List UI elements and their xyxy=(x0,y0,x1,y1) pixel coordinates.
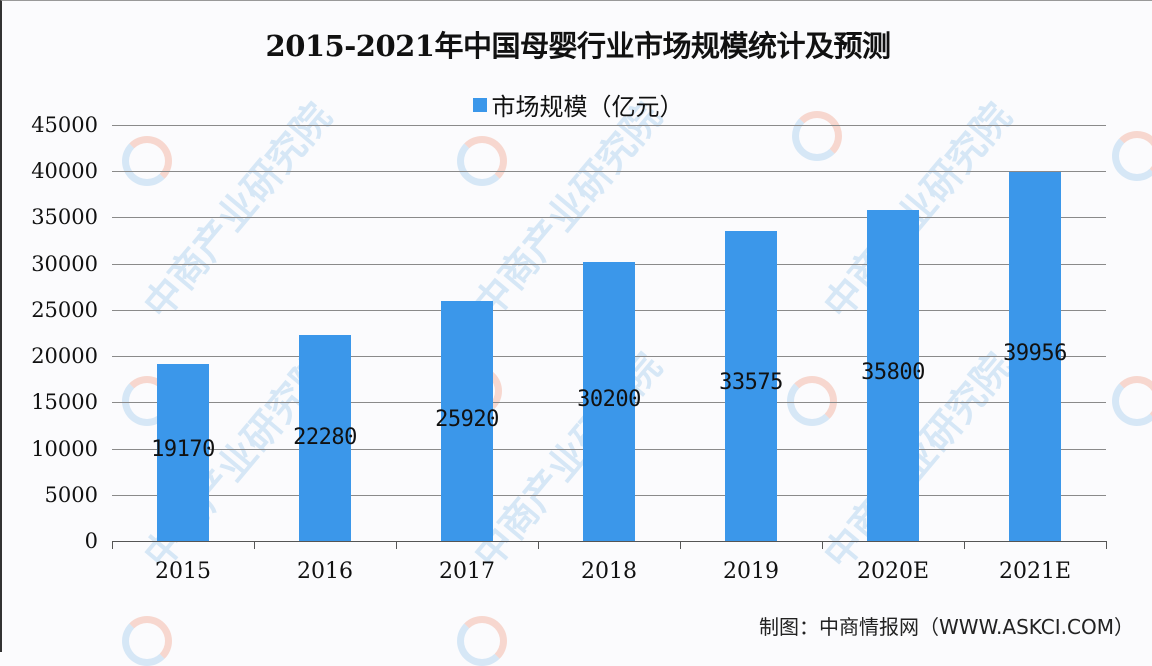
bar-2020E[interactable] xyxy=(867,210,919,541)
x-tick-mark xyxy=(964,541,965,549)
y-tick-label: 25000 xyxy=(31,297,98,322)
gridline xyxy=(112,171,1106,173)
bar-value-label: 39956 xyxy=(1003,341,1067,366)
x-axis-line xyxy=(112,541,1106,542)
watermark-logo-icon xyxy=(457,616,507,666)
bar-value-label: 19170 xyxy=(151,437,215,462)
y-tick-label: 15000 xyxy=(31,390,98,415)
x-tick-label: 2021E xyxy=(998,559,1072,584)
y-tick-label: 30000 xyxy=(31,251,98,276)
legend-label: 市场规模（亿元） xyxy=(491,93,684,121)
bar-2017[interactable] xyxy=(441,301,493,541)
watermark-logo-icon xyxy=(122,616,172,666)
x-tick-label: 2016 xyxy=(297,559,353,584)
y-tick-label: 20000 xyxy=(31,344,98,369)
y-tick-label: 40000 xyxy=(31,159,98,184)
x-tick-label: 2019 xyxy=(723,559,779,584)
x-tick-mark xyxy=(396,541,397,549)
y-tick-label: 45000 xyxy=(31,113,98,137)
legend-swatch-icon xyxy=(472,97,487,112)
x-tick-mark xyxy=(254,541,255,549)
x-tick-mark xyxy=(1106,541,1107,549)
y-tick-label: 0 xyxy=(84,529,98,553)
bar-2019[interactable] xyxy=(725,230,777,541)
x-tick-label: 2020E xyxy=(856,559,930,584)
bar-value-label: 25920 xyxy=(435,407,499,432)
x-tick-mark xyxy=(822,541,823,549)
x-tick-mark xyxy=(538,541,539,549)
gridline xyxy=(112,125,1106,126)
chart-title: 2015-2021年中国母婴行业市场规模统计及预测 xyxy=(265,29,891,63)
x-tick-label: 2017 xyxy=(439,559,495,584)
x-tick-mark xyxy=(680,541,681,549)
y-tick-label: 35000 xyxy=(31,205,98,230)
x-tick-label: 2018 xyxy=(581,559,637,584)
legend: 市场规模（亿元） xyxy=(2,87,1152,122)
plot-area: 0 5000 10000 15000 20000 25000 30000 35000 40000… xyxy=(31,113,1107,584)
x-tick-label: 2015 xyxy=(155,559,211,584)
gridline xyxy=(112,217,1106,219)
bar-2018[interactable] xyxy=(583,261,635,541)
y-tick-label: 10000 xyxy=(31,436,98,461)
watermark-logo-icon xyxy=(1112,376,1152,426)
x-tick-mark xyxy=(112,541,113,549)
bar-value-label: 22280 xyxy=(293,425,357,450)
bar-2016[interactable] xyxy=(299,335,351,541)
source-credit: 制图：中商情报网（WWW.ASKCI.COM） xyxy=(759,615,1134,639)
bar-2021E[interactable] xyxy=(1009,171,1061,541)
bar-2015[interactable] xyxy=(157,363,209,541)
watermark-logo-icon xyxy=(1112,131,1152,181)
bar-value-label: 35800 xyxy=(861,360,925,385)
bar-value-label: 30200 xyxy=(577,387,641,412)
y-tick-label: 5000 xyxy=(44,482,98,507)
bar-value-label: 33575 xyxy=(719,370,783,395)
